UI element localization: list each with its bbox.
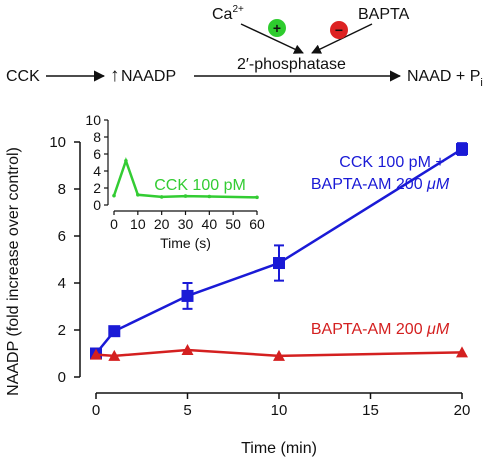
inset-x-tick-label: 0 (110, 216, 118, 232)
main-x-tick-label: 20 (454, 402, 471, 419)
data-point-cck-bapta (273, 257, 285, 270)
inset-data-point (124, 159, 128, 163)
inset-x-axis-label: Time (s) (160, 235, 211, 251)
pathway-diagram: CCK ↑ NAADP 2′-phosphatase NAAD + Pi Ca2… (6, 4, 483, 89)
data-point-bapta (181, 343, 194, 355)
inset-data-point (255, 195, 259, 200)
data-point-bapta (90, 348, 102, 360)
increase-arrow: ↑ (110, 65, 120, 86)
inset-data-point (136, 193, 140, 197)
calcium-label: Ca2+ (212, 4, 244, 23)
inhibitor-circle (330, 21, 348, 39)
data-point-cck-bapta (456, 143, 468, 156)
calcium-arrow (240, 23, 304, 54)
inset-x-tick-label: 50 (225, 216, 241, 232)
product-label: NAAD + Pi (407, 68, 483, 89)
inset-x-tick-label: 30 (178, 216, 194, 232)
bapta-arrow (311, 23, 373, 54)
main-x-ticks: 0 5 10 15 20 (92, 393, 471, 419)
main-y-tick-label: 8 (58, 181, 66, 198)
main-y-tick-label: 6 (58, 228, 66, 245)
main-x-axis-label: Time (min) (241, 440, 317, 457)
plus-sign: + (273, 20, 281, 36)
data-point-cck-bapta (108, 325, 121, 338)
main-series (90, 142, 468, 361)
legend-cck-bapta-line1: CCK 100 pM + (339, 154, 444, 171)
main-y-axis-label: NAADP (fold increase over control) (5, 147, 22, 396)
inset-x-tick-label: 40 (202, 216, 218, 232)
data-point-bapta (108, 349, 121, 361)
main-y-tick-label: 4 (58, 275, 66, 292)
inset-x-tick-label: 60 (249, 216, 265, 232)
data-point-bapta (456, 346, 468, 358)
legend-bapta: BAPTA-AM 200 μM (311, 321, 450, 338)
inset-y-tick-label: 2 (93, 180, 101, 196)
data-point-bapta (273, 349, 285, 361)
main-y-tick-label: 2 (58, 322, 66, 339)
inset-y-tick-label: 4 (93, 163, 101, 179)
inset-x-tick-label: 10 (130, 216, 146, 232)
inset-x-tick-label: 20 (154, 216, 170, 232)
naadp-label: NAADP (121, 68, 176, 85)
inset-data-point (112, 193, 116, 198)
main-x-tick-label: 10 (271, 402, 288, 419)
inset-y-tick-label: 0 (93, 197, 101, 213)
main-y-tick-label: 0 (58, 369, 66, 386)
inset-y-tick-label: 6 (93, 146, 101, 162)
inset-y-tick-label: 8 (93, 129, 101, 145)
inset-data-point (207, 194, 212, 199)
data-point-cck-bapta (181, 289, 194, 302)
cck-label: CCK (6, 68, 40, 85)
inset-data-point (159, 195, 164, 199)
main-y-tick-label: 10 (49, 134, 66, 151)
inset-x-ticks: 0 10 20 30 40 50 60 (110, 211, 265, 232)
inset-y-tick-label: 10 (85, 112, 101, 128)
enzyme-label: 2′-phosphatase (237, 56, 346, 73)
inset-series (112, 156, 259, 200)
main-x-tick-label: 0 (92, 402, 100, 419)
main-x-tick-label: 15 (362, 402, 379, 419)
activator-circle (268, 19, 286, 37)
main-y-ticks: 0 2 4 6 8 10 (49, 134, 80, 386)
bapta-label: BAPTA (358, 6, 410, 23)
legend-cck: CCK 100 pM (154, 177, 246, 194)
legend-cck-bapta-line2: BAPTA-AM 200 μM (311, 176, 450, 193)
inset-data-point (183, 194, 188, 198)
minus-sign: − (335, 22, 343, 38)
main-x-tick-label: 5 (183, 402, 191, 419)
